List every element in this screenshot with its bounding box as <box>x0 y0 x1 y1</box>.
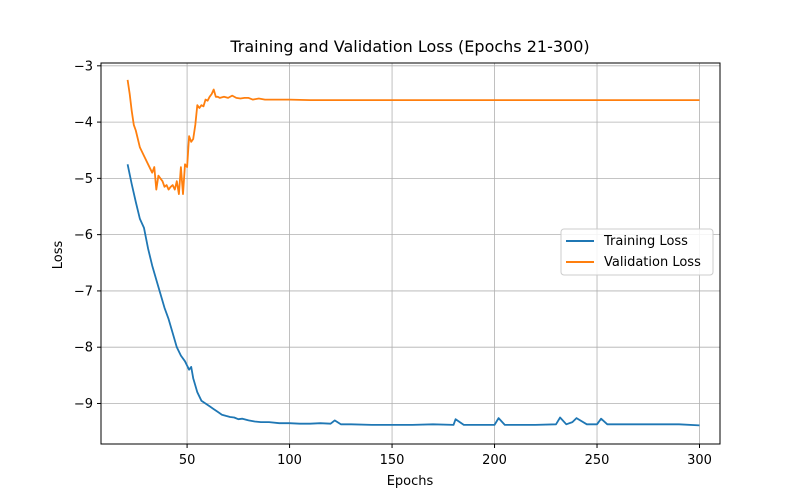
y-tick-label: −7 <box>74 284 93 299</box>
plot-frame <box>100 62 721 445</box>
x-tick-label: 50 <box>179 453 196 468</box>
x-tick-label: 150 <box>380 453 405 468</box>
y-tick-label: −5 <box>74 172 93 187</box>
x-tick-label: 250 <box>585 453 610 468</box>
validation-loss-line <box>126 79 700 196</box>
y-axis-title: Loss <box>51 241 66 270</box>
chart-title: Training and Validation Loss (Epochs 21-… <box>229 37 589 56</box>
x-axis-title: Epochs <box>387 474 434 489</box>
x-tick-label: 300 <box>687 453 712 468</box>
legend-box <box>560 228 714 276</box>
x-tick-label: 200 <box>482 453 507 468</box>
y-tick-label: −6 <box>74 228 93 243</box>
y-tick-label: −3 <box>74 59 93 74</box>
training-loss-line <box>126 164 700 427</box>
legend: Training Loss Validation Loss <box>560 228 714 276</box>
y-tick-label: −4 <box>74 116 93 131</box>
series-layer <box>126 79 700 427</box>
legend-label-validation: Validation Loss <box>604 255 701 270</box>
legend-label-training: Training Loss <box>603 234 688 249</box>
tick-layer: 50 100 150 200 250 300 −9 −8 −7 −6 −5 −4 −3 <box>74 59 712 468</box>
x-tick-label: 100 <box>277 453 302 468</box>
y-tick-label: −9 <box>74 397 93 412</box>
y-tick-label: −8 <box>74 341 93 356</box>
